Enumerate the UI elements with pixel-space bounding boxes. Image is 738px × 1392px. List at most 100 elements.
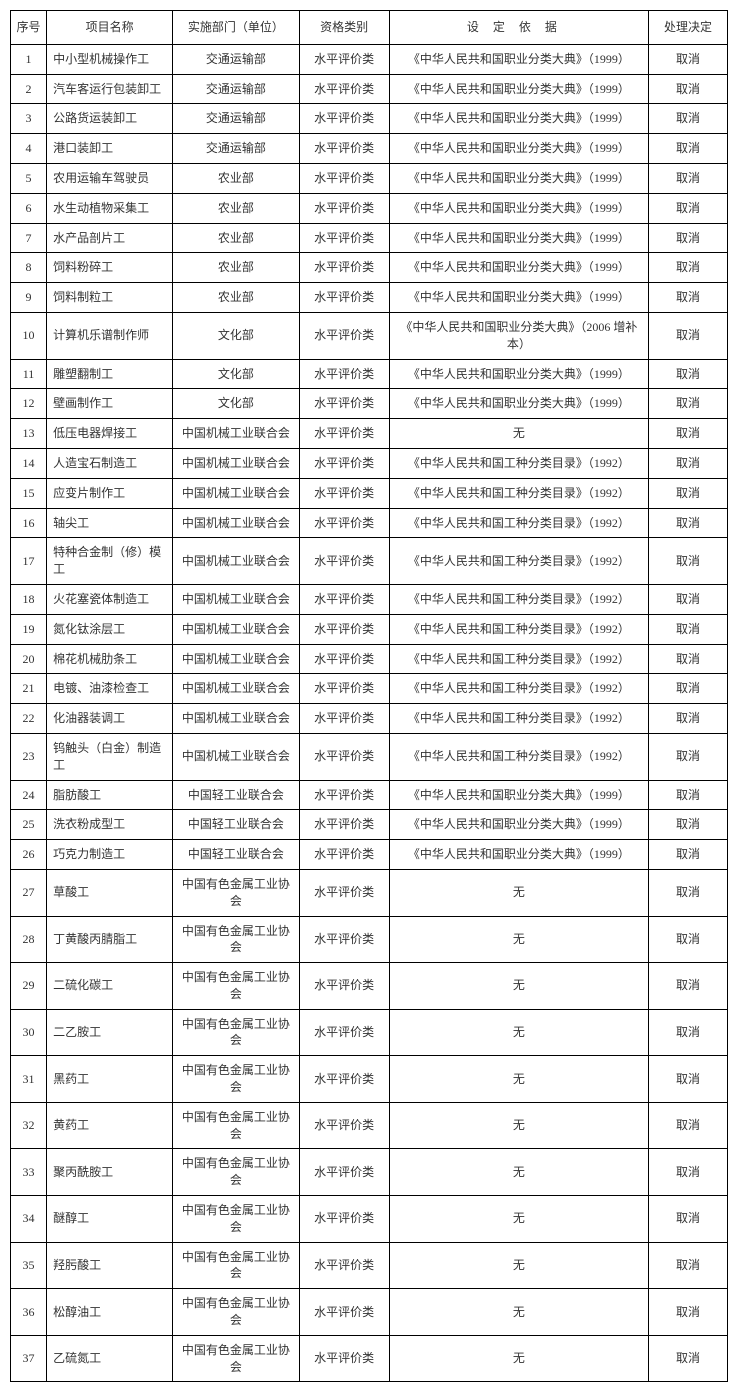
cell-name: 洗衣粉成型工 bbox=[47, 810, 173, 840]
cell-dec: 取消 bbox=[649, 44, 728, 74]
cell-name: 计算机乐谱制作师 bbox=[47, 312, 173, 359]
cell-dec: 取消 bbox=[649, 1149, 728, 1196]
cell-seq: 30 bbox=[11, 1009, 47, 1056]
cell-dept: 交通运输部 bbox=[173, 44, 299, 74]
cell-name: 钨触头（白金）制造工 bbox=[47, 733, 173, 780]
table-row: 37乙硫氮工中国有色金属工业协会水平评价类无取消 bbox=[11, 1335, 728, 1382]
cell-seq: 7 bbox=[11, 223, 47, 253]
cell-cat: 水平评价类 bbox=[299, 1149, 389, 1196]
cell-dept: 中国机械工业联合会 bbox=[173, 674, 299, 704]
cell-seq: 21 bbox=[11, 674, 47, 704]
table-row: 19氮化钛涂层工中国机械工业联合会水平评价类《中华人民共和国工种分类目录》（19… bbox=[11, 614, 728, 644]
cell-basis: 《中华人民共和国工种分类目录》（1992） bbox=[389, 614, 648, 644]
cell-seq: 17 bbox=[11, 538, 47, 585]
cell-seq: 24 bbox=[11, 780, 47, 810]
table-row: 1中小型机械操作工交通运输部水平评价类《中华人民共和国职业分类大典》（1999）… bbox=[11, 44, 728, 74]
table-row: 28丁黄酸丙腈脂工中国有色金属工业协会水平评价类无取消 bbox=[11, 916, 728, 963]
cell-seq: 20 bbox=[11, 644, 47, 674]
col-header-cat: 资格类别 bbox=[299, 11, 389, 45]
cell-dec: 取消 bbox=[649, 614, 728, 644]
cell-name: 化油器装调工 bbox=[47, 704, 173, 734]
cell-cat: 水平评价类 bbox=[299, 840, 389, 870]
table-row: 33聚丙酰胺工中国有色金属工业协会水平评价类无取消 bbox=[11, 1149, 728, 1196]
cell-name: 壁画制作工 bbox=[47, 389, 173, 419]
cell-basis: 《中华人民共和国职业分类大典》（1999） bbox=[389, 74, 648, 104]
cell-dec: 取消 bbox=[649, 1289, 728, 1336]
cell-basis: 《中华人民共和国职业分类大典》（1999） bbox=[389, 104, 648, 134]
cell-dec: 取消 bbox=[649, 283, 728, 313]
cell-cat: 水平评价类 bbox=[299, 44, 389, 74]
cell-dept: 农业部 bbox=[173, 223, 299, 253]
table-row: 20棉花机械肋条工中国机械工业联合会水平评价类《中华人民共和国工种分类目录》（1… bbox=[11, 644, 728, 674]
cell-dept: 中国轻工业联合会 bbox=[173, 840, 299, 870]
cell-basis: 无 bbox=[389, 1102, 648, 1149]
cell-dept: 中国有色金属工业协会 bbox=[173, 916, 299, 963]
col-header-seq: 序号 bbox=[11, 11, 47, 45]
table-row: 5农用运输车驾驶员农业部水平评价类《中华人民共和国职业分类大典》（1999）取消 bbox=[11, 163, 728, 193]
cell-name: 公路货运装卸工 bbox=[47, 104, 173, 134]
col-header-basis: 设定依据 bbox=[389, 11, 648, 45]
cell-dec: 取消 bbox=[649, 253, 728, 283]
cell-seq: 23 bbox=[11, 733, 47, 780]
cell-cat: 水平评价类 bbox=[299, 584, 389, 614]
table-row: 6水生动植物采集工农业部水平评价类《中华人民共和国职业分类大典》（1999）取消 bbox=[11, 193, 728, 223]
cell-name: 黑药工 bbox=[47, 1056, 173, 1103]
cell-cat: 水平评价类 bbox=[299, 163, 389, 193]
table-row: 10计算机乐谱制作师文化部水平评价类《中华人民共和国职业分类大典》（2006 增… bbox=[11, 312, 728, 359]
col-header-dec: 处理决定 bbox=[649, 11, 728, 45]
cell-seq: 36 bbox=[11, 1289, 47, 1336]
cell-dept: 文化部 bbox=[173, 389, 299, 419]
cell-seq: 22 bbox=[11, 704, 47, 734]
cell-dec: 取消 bbox=[649, 780, 728, 810]
cell-cat: 水平评价类 bbox=[299, 1289, 389, 1336]
table-row: 13低压电器焊接工中国机械工业联合会水平评价类无取消 bbox=[11, 419, 728, 449]
cell-basis: 《中华人民共和国工种分类目录》（1992） bbox=[389, 584, 648, 614]
cell-seq: 11 bbox=[11, 359, 47, 389]
cell-dept: 农业部 bbox=[173, 193, 299, 223]
cell-name: 草酸工 bbox=[47, 869, 173, 916]
cell-seq: 2 bbox=[11, 74, 47, 104]
cell-basis: 《中华人民共和国职业分类大典》（1999） bbox=[389, 253, 648, 283]
cell-seq: 35 bbox=[11, 1242, 47, 1289]
cell-cat: 水平评价类 bbox=[299, 733, 389, 780]
cell-cat: 水平评价类 bbox=[299, 1056, 389, 1103]
cell-dec: 取消 bbox=[649, 538, 728, 585]
cell-basis: 《中华人民共和国职业分类大典》（1999） bbox=[389, 223, 648, 253]
cell-dec: 取消 bbox=[649, 810, 728, 840]
table-row: 35羟肟酸工中国有色金属工业协会水平评价类无取消 bbox=[11, 1242, 728, 1289]
cell-dept: 中国有色金属工业协会 bbox=[173, 869, 299, 916]
cell-dec: 取消 bbox=[649, 963, 728, 1010]
cell-seq: 10 bbox=[11, 312, 47, 359]
cell-dec: 取消 bbox=[649, 1056, 728, 1103]
cell-name: 人造宝石制造工 bbox=[47, 448, 173, 478]
cell-cat: 水平评价类 bbox=[299, 312, 389, 359]
cell-dept: 中国机械工业联合会 bbox=[173, 704, 299, 734]
table-row: 2汽车客运行包装卸工交通运输部水平评价类《中华人民共和国职业分类大典》（1999… bbox=[11, 74, 728, 104]
cell-dept: 农业部 bbox=[173, 283, 299, 313]
table-row: 25洗衣粉成型工中国轻工业联合会水平评价类《中华人民共和国职业分类大典》（199… bbox=[11, 810, 728, 840]
cell-cat: 水平评价类 bbox=[299, 704, 389, 734]
table-row: 26巧克力制造工中国轻工业联合会水平评价类《中华人民共和国职业分类大典》（199… bbox=[11, 840, 728, 870]
cell-name: 松醇油工 bbox=[47, 1289, 173, 1336]
cell-cat: 水平评价类 bbox=[299, 104, 389, 134]
cell-name: 中小型机械操作工 bbox=[47, 44, 173, 74]
cell-basis: 《中华人民共和国工种分类目录》（1992） bbox=[389, 508, 648, 538]
cell-cat: 水平评价类 bbox=[299, 74, 389, 104]
cell-name: 聚丙酰胺工 bbox=[47, 1149, 173, 1196]
cell-seq: 37 bbox=[11, 1335, 47, 1382]
cell-dept: 中国机械工业联合会 bbox=[173, 584, 299, 614]
cell-basis: 无 bbox=[389, 869, 648, 916]
table-row: 11雕塑翻制工文化部水平评价类《中华人民共和国职业分类大典》（1999）取消 bbox=[11, 359, 728, 389]
cell-cat: 水平评价类 bbox=[299, 1196, 389, 1243]
cell-basis: 无 bbox=[389, 963, 648, 1010]
cell-seq: 13 bbox=[11, 419, 47, 449]
cell-name: 电镀、油漆检查工 bbox=[47, 674, 173, 704]
table-header: 序号 项目名称 实施部门（单位） 资格类别 设定依据 处理决定 bbox=[11, 11, 728, 45]
cell-basis: 无 bbox=[389, 419, 648, 449]
cell-name: 乙硫氮工 bbox=[47, 1335, 173, 1382]
data-table: 序号 项目名称 实施部门（单位） 资格类别 设定依据 处理决定 1中小型机械操作… bbox=[10, 10, 728, 1382]
cell-basis: 《中华人民共和国工种分类目录》（1992） bbox=[389, 674, 648, 704]
cell-cat: 水平评价类 bbox=[299, 134, 389, 164]
cell-cat: 水平评价类 bbox=[299, 674, 389, 704]
cell-name: 火花塞瓷体制造工 bbox=[47, 584, 173, 614]
